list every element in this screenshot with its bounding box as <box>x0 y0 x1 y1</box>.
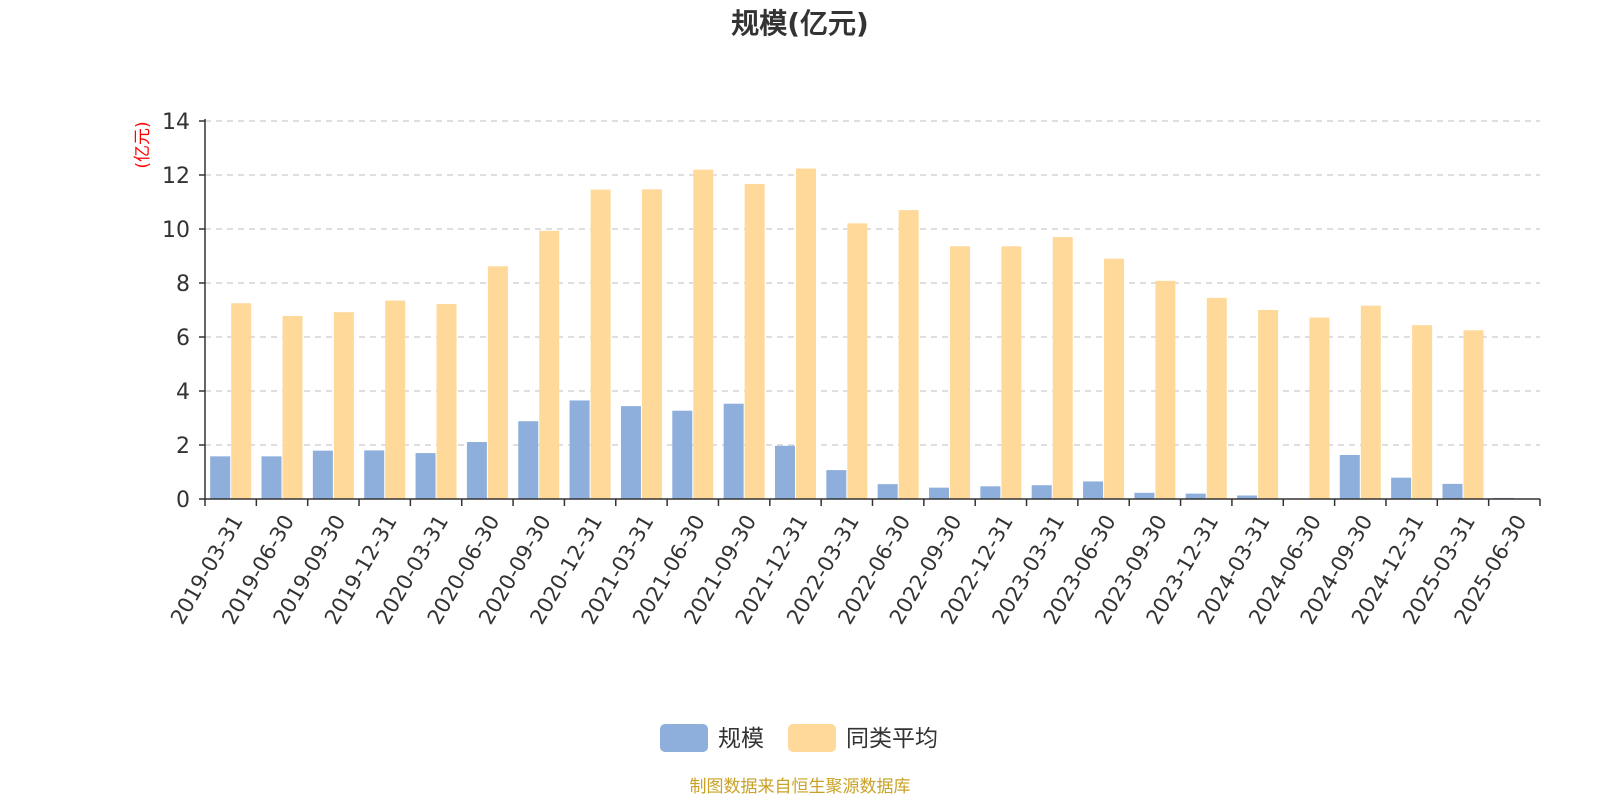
bar-scale-2024-09-30[interactable] <box>1339 454 1360 499</box>
bar-peer-average-2019-06-30[interactable] <box>282 315 303 499</box>
bar-peer-average-2019-09-30[interactable] <box>333 312 354 499</box>
bar-scale-2020-12-31[interactable] <box>569 400 590 499</box>
bar-scale-2023-06-30[interactable] <box>1083 481 1104 499</box>
bar-peer-average-2024-09-30[interactable] <box>1360 305 1381 499</box>
bar-scale-2019-06-30[interactable] <box>261 456 282 499</box>
legend-label-peer-average: 同类平均 <box>846 726 938 752</box>
bar-peer-average-2021-12-31[interactable] <box>795 168 816 499</box>
bar-peer-average-2021-09-30[interactable] <box>744 183 765 499</box>
data-source-note: 制图数据来自恒生聚源数据库 <box>690 777 911 797</box>
y-axis-unit-label: (亿元) <box>133 121 153 168</box>
bar-scale-2019-09-30[interactable] <box>312 450 333 499</box>
y-tick-label: 2 <box>176 434 190 459</box>
bar-scale-2022-06-30[interactable] <box>877 484 898 499</box>
bars <box>210 168 1514 499</box>
bar-peer-average-2020-12-31[interactable] <box>590 189 611 499</box>
bar-scale-2024-03-31[interactable] <box>1237 495 1258 499</box>
bar-scale-2021-12-31[interactable] <box>774 445 795 499</box>
legend-swatch-peer-average <box>788 724 836 752</box>
bar-peer-average-2023-12-31[interactable] <box>1206 297 1227 499</box>
bar-peer-average-2020-06-30[interactable] <box>487 266 508 499</box>
y-tick-label: 12 <box>162 164 190 189</box>
bar-scale-2024-12-31[interactable] <box>1391 477 1412 499</box>
bar-peer-average-2022-06-30[interactable] <box>898 210 919 499</box>
bar-peer-average-2023-06-30[interactable] <box>1104 258 1125 499</box>
bar-peer-average-2021-06-30[interactable] <box>693 169 714 499</box>
y-tick-label: 0 <box>176 488 190 513</box>
bar-peer-average-2024-06-30[interactable] <box>1309 317 1330 499</box>
grid-lines <box>205 120 1540 446</box>
bar-scale-2022-09-30[interactable] <box>929 487 950 499</box>
bar-scale-2022-12-31[interactable] <box>980 486 1001 499</box>
legend-label-scale: 规模 <box>718 726 764 752</box>
bar-peer-average-2022-09-30[interactable] <box>950 246 971 499</box>
bar-scale-2020-03-31[interactable] <box>415 453 436 499</box>
y-tick-label: 14 <box>162 110 190 135</box>
bar-peer-average-2022-03-31[interactable] <box>847 223 868 499</box>
bar-peer-average-2023-03-31[interactable] <box>1052 237 1073 499</box>
axes <box>199 119 1541 506</box>
bar-scale-2023-12-31[interactable] <box>1185 493 1206 499</box>
legend: 规模 同类平均 <box>660 724 938 752</box>
bar-peer-average-2021-03-31[interactable] <box>641 189 662 499</box>
bar-peer-average-2020-03-31[interactable] <box>436 304 457 499</box>
bar-scale-2019-03-31[interactable] <box>210 456 231 499</box>
bar-peer-average-2023-09-30[interactable] <box>1155 280 1176 499</box>
legend-item-scale[interactable]: 规模 <box>660 724 764 752</box>
bar-scale-2021-09-30[interactable] <box>723 403 744 499</box>
bar-scale-2020-06-30[interactable] <box>466 442 487 499</box>
chart-title: 规模(亿元) <box>731 7 869 40</box>
bar-scale-2023-09-30[interactable] <box>1134 492 1155 499</box>
bar-peer-average-2024-12-31[interactable] <box>1412 325 1433 499</box>
bar-peer-average-2019-03-31[interactable] <box>231 303 252 499</box>
legend-item-peer-average[interactable]: 同类平均 <box>788 724 938 752</box>
bar-scale-2021-06-30[interactable] <box>672 410 693 499</box>
bar-peer-average-2025-03-31[interactable] <box>1463 330 1484 499</box>
bar-scale-2023-03-31[interactable] <box>1031 485 1052 499</box>
y-tick-label: 8 <box>176 272 190 297</box>
bar-peer-average-2019-12-31[interactable] <box>385 300 406 499</box>
bar-scale-2021-03-31[interactable] <box>620 406 641 499</box>
x-tick-labels: 2019-03-312019-06-302019-09-302019-12-31… <box>166 511 1531 629</box>
y-tick-label: 6 <box>176 326 190 351</box>
y-tick-label: 4 <box>176 380 190 405</box>
bar-scale-2025-03-31[interactable] <box>1442 483 1463 499</box>
bar-peer-average-2020-09-30[interactable] <box>539 230 560 499</box>
y-tick-labels: 0 2 4 6 8 10 12 14 <box>162 110 190 513</box>
legend-swatch-scale <box>660 724 708 752</box>
bar-peer-average-2022-12-31[interactable] <box>1001 246 1022 499</box>
y-tick-label: 10 <box>162 218 190 243</box>
bar-scale-2022-03-31[interactable] <box>826 470 847 499</box>
bar-scale-2019-12-31[interactable] <box>364 450 385 499</box>
bar-peer-average-2024-03-31[interactable] <box>1258 310 1279 499</box>
bar-scale-2020-09-30[interactable] <box>518 421 539 499</box>
